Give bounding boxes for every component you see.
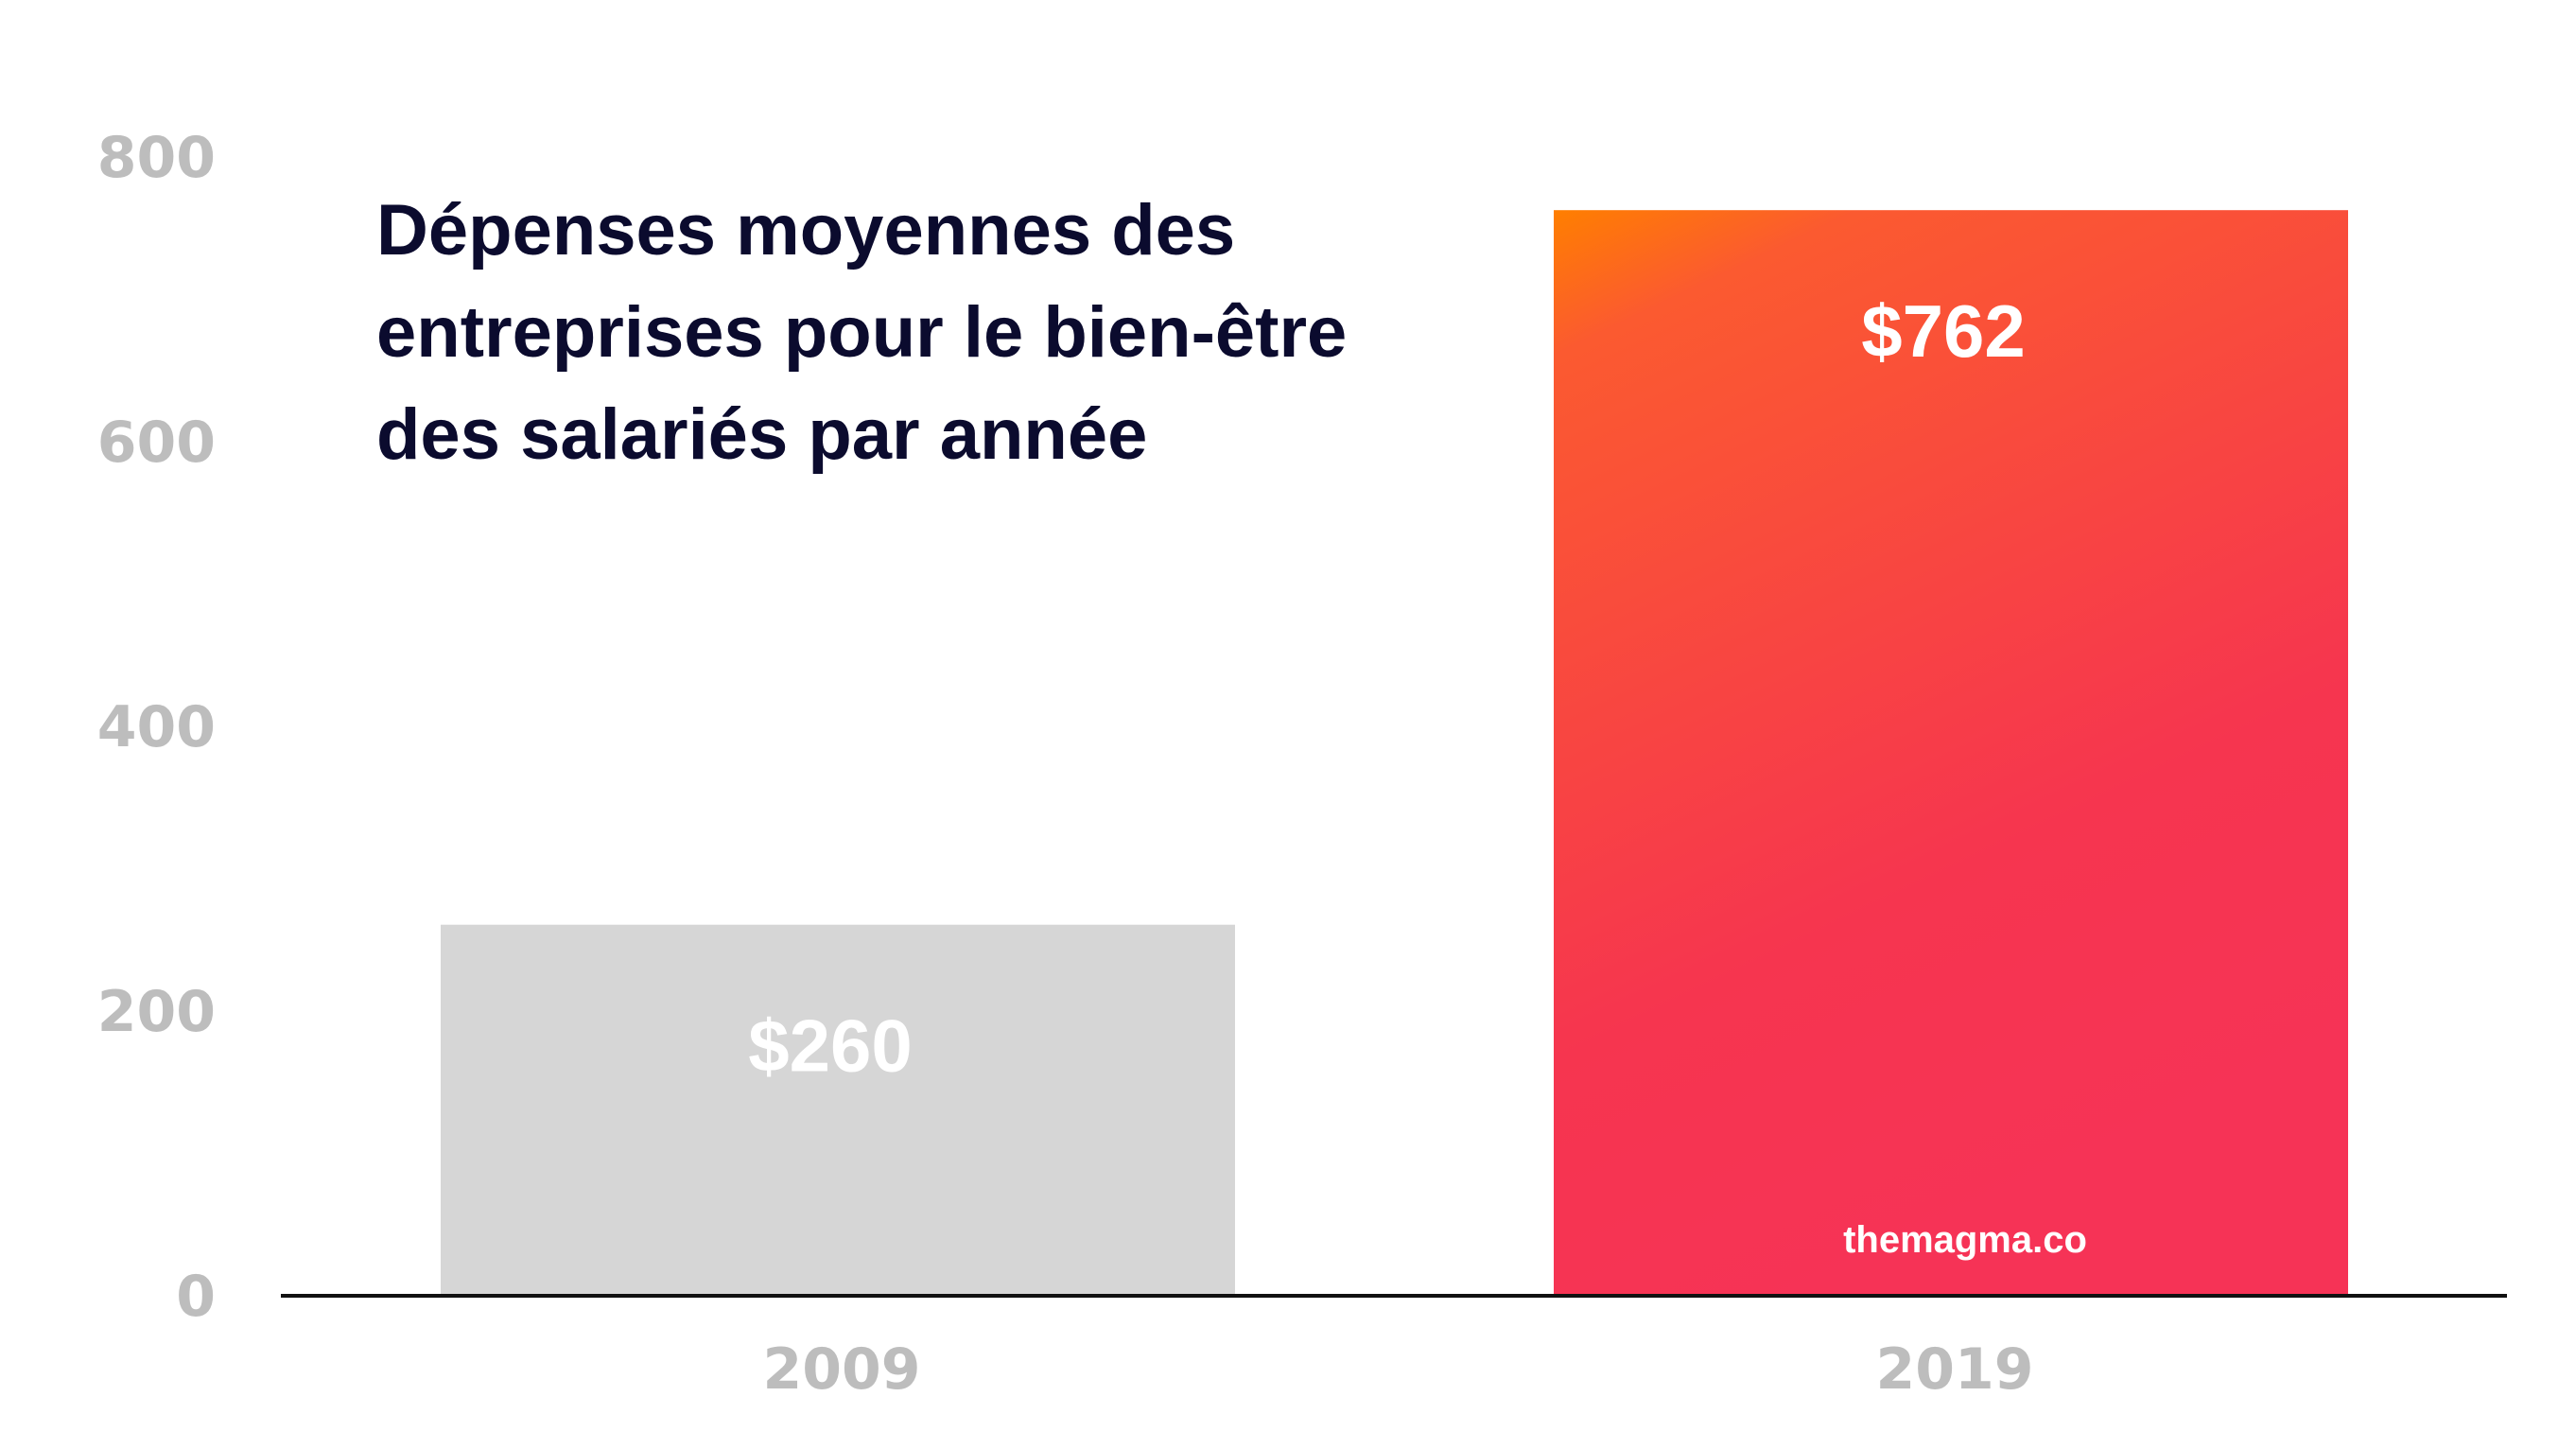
x-tick-label: 2019 bbox=[1876, 1336, 2034, 1403]
watermark: themagma.co bbox=[1843, 1219, 2087, 1261]
y-tick-label: 0 bbox=[176, 1264, 216, 1330]
bar-2019 bbox=[1554, 210, 2348, 1296]
data-label: $260 bbox=[748, 1004, 913, 1088]
y-tick-label: 200 bbox=[97, 979, 216, 1045]
y-tick-label: 800 bbox=[97, 125, 216, 191]
bar-2009 bbox=[441, 924, 1235, 1295]
chart-title: Dépenses moyennes des entreprises pour l… bbox=[376, 190, 1348, 475]
y-tick-label: 400 bbox=[97, 694, 216, 760]
x-tick-label: 2009 bbox=[763, 1336, 921, 1403]
y-tick-label: 600 bbox=[97, 410, 216, 476]
data-label: $762 bbox=[1861, 289, 2026, 373]
